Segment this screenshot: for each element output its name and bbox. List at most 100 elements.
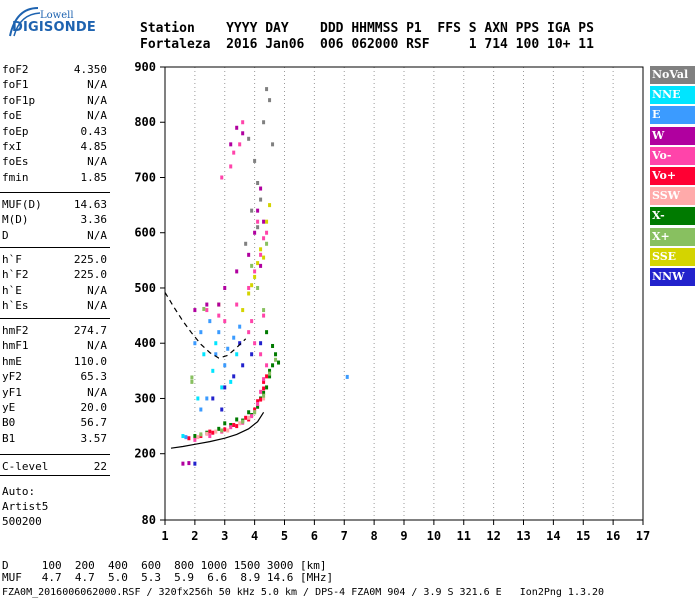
param-name: h`E bbox=[2, 283, 22, 297]
data-point bbox=[265, 385, 269, 390]
data-point bbox=[250, 283, 254, 288]
data-point bbox=[256, 285, 260, 290]
data-point bbox=[268, 374, 272, 379]
data-point bbox=[262, 255, 266, 260]
legend-item: X- bbox=[650, 207, 695, 226]
param-name: fxI bbox=[2, 140, 22, 153]
data-point bbox=[226, 346, 230, 351]
data-point bbox=[259, 352, 263, 357]
data-point bbox=[250, 208, 254, 213]
data-point bbox=[190, 375, 194, 380]
data-point bbox=[202, 352, 206, 357]
x-tick-label: 11 bbox=[457, 529, 471, 543]
param-name: foF2 bbox=[2, 63, 29, 76]
legend-item: SSE bbox=[650, 247, 695, 266]
data-point bbox=[214, 429, 218, 434]
data-point bbox=[238, 421, 242, 426]
param-value: 14.63 bbox=[73, 198, 107, 211]
x-tick-label: 10 bbox=[427, 529, 441, 543]
data-point bbox=[229, 425, 233, 430]
param-name: hmE bbox=[2, 354, 22, 368]
data-point bbox=[256, 225, 260, 230]
brand-main-text: DIGISONDE bbox=[12, 20, 96, 35]
muf-row: MUF 4.7 4.7 5.0 5.3 5.9 6.6 8.9 14.6 [MH… bbox=[2, 571, 334, 584]
param-row: foE N/A bbox=[2, 108, 107, 123]
param-name: M(D) bbox=[2, 213, 29, 227]
data-point bbox=[256, 219, 260, 224]
param-name: B1 bbox=[2, 431, 16, 445]
x-tick-label: 13 bbox=[516, 529, 530, 543]
data-point bbox=[229, 142, 233, 147]
data-point bbox=[223, 427, 227, 432]
param-name: D bbox=[2, 228, 9, 242]
legend-item: E bbox=[650, 106, 695, 125]
data-point bbox=[208, 429, 212, 434]
data-point bbox=[345, 374, 349, 379]
data-point bbox=[256, 404, 260, 409]
data-point bbox=[253, 410, 257, 415]
data-point bbox=[256, 181, 260, 186]
data-point bbox=[196, 435, 200, 440]
param-name: fmin bbox=[2, 170, 29, 184]
data-point bbox=[253, 269, 257, 274]
param-name: foF1p bbox=[2, 93, 36, 107]
x-tick-label: 4 bbox=[251, 529, 258, 543]
param-row: foF2 4.350 bbox=[2, 62, 107, 77]
data-point bbox=[259, 341, 263, 346]
param-value: N/A bbox=[87, 93, 107, 107]
data-point bbox=[256, 399, 260, 404]
data-point bbox=[211, 430, 215, 435]
param-value: 65.3 bbox=[80, 370, 108, 384]
data-point bbox=[202, 306, 206, 311]
data-point bbox=[262, 379, 266, 384]
data-point bbox=[232, 335, 236, 340]
data-point bbox=[229, 164, 233, 169]
separator-line bbox=[0, 475, 110, 476]
param-value: 3.57 bbox=[80, 431, 108, 445]
param-value: 4.85 bbox=[80, 140, 108, 153]
data-point bbox=[217, 330, 221, 335]
param-name: foEp bbox=[2, 124, 29, 138]
data-point bbox=[247, 415, 251, 420]
param-value: N/A bbox=[87, 228, 107, 242]
ionogram-chart: 1 2 3 4 5 6 7 8 9 10 11 12 13 14 15 16 17802003004005006… bbox=[134, 60, 650, 543]
data-point bbox=[214, 341, 218, 346]
param-row: D N/A bbox=[2, 228, 107, 243]
y-tick-label: 300 bbox=[134, 391, 156, 405]
autoscale-artist: Artist5 bbox=[2, 500, 49, 513]
param-name: h`F2 bbox=[2, 268, 29, 282]
autoscale-label: Auto: bbox=[2, 485, 36, 498]
digisonde-logo-icon bbox=[9, 7, 41, 37]
data-point bbox=[220, 385, 224, 390]
data-point bbox=[247, 136, 251, 141]
data-point bbox=[253, 341, 257, 346]
data-point bbox=[259, 252, 263, 257]
y-tick-label: 600 bbox=[134, 226, 156, 240]
data-point bbox=[262, 377, 266, 382]
x-tick-label: 12 bbox=[486, 529, 500, 543]
data-point bbox=[253, 407, 257, 412]
data-point bbox=[247, 291, 251, 296]
param-row: h`E N/A bbox=[2, 283, 107, 298]
data-point bbox=[274, 357, 278, 362]
separator-line bbox=[0, 454, 110, 455]
data-point bbox=[187, 436, 191, 441]
data-point bbox=[262, 390, 266, 395]
data-point bbox=[241, 120, 245, 125]
data-point bbox=[253, 274, 257, 279]
param-row: foEs N/A bbox=[2, 154, 107, 169]
data-point bbox=[244, 241, 248, 246]
param-row: foEp 0.43 bbox=[2, 124, 107, 139]
param-row: M(D) 3.36 bbox=[2, 212, 107, 227]
param-value: 225.0 bbox=[73, 268, 107, 282]
y-tick-label: 200 bbox=[134, 447, 156, 461]
param-value: 274.7 bbox=[73, 324, 107, 337]
param-row: foF1 N/A bbox=[2, 77, 107, 92]
data-point bbox=[205, 308, 209, 313]
param-row: h`F2 225.0 bbox=[2, 267, 107, 282]
data-point bbox=[268, 203, 272, 208]
data-point bbox=[265, 230, 269, 235]
param-name: foE bbox=[2, 109, 22, 123]
legend-item: W bbox=[650, 126, 695, 145]
y-tick-label: 80 bbox=[142, 513, 156, 527]
